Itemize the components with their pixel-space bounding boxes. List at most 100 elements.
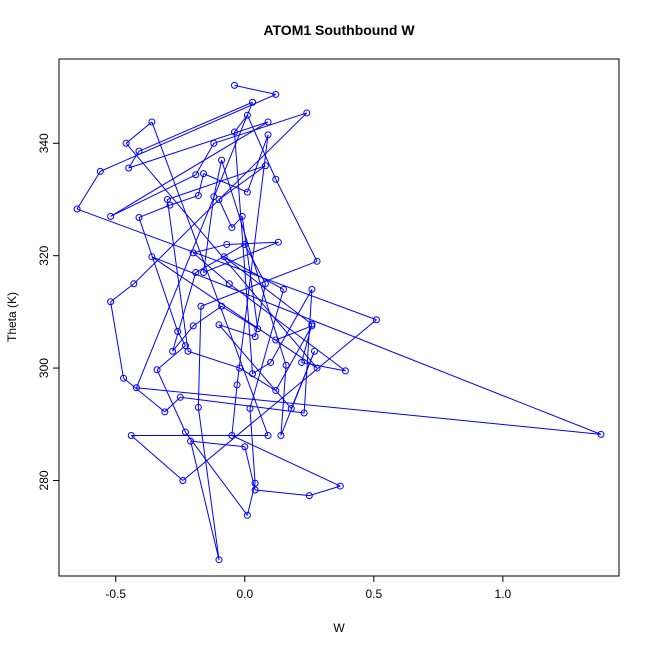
data-point xyxy=(264,131,272,139)
data-point xyxy=(251,479,259,487)
series-segment xyxy=(244,244,266,285)
series-segment xyxy=(234,84,276,95)
series-segment xyxy=(280,365,287,436)
data-point xyxy=(298,358,306,366)
series-segment xyxy=(218,324,292,409)
data-point xyxy=(336,482,344,490)
data-point xyxy=(197,302,205,310)
series-segment xyxy=(195,244,246,273)
data-point xyxy=(210,139,218,147)
data-point xyxy=(313,364,321,372)
series-segment xyxy=(156,345,186,371)
series-segment xyxy=(195,143,215,176)
x-axis-label: W xyxy=(333,621,345,635)
data-point xyxy=(194,192,202,200)
data-point xyxy=(184,347,192,355)
data-point xyxy=(287,405,295,413)
series-segment xyxy=(130,435,184,481)
data-point xyxy=(120,374,128,382)
data-point xyxy=(215,195,223,203)
data-point xyxy=(228,432,236,440)
data-point xyxy=(236,364,244,372)
series-segment xyxy=(275,179,318,262)
series-segment xyxy=(185,431,248,516)
series-segment xyxy=(213,160,223,197)
series-segment xyxy=(218,165,266,200)
series-segment xyxy=(167,165,266,200)
data-point xyxy=(282,361,290,369)
series-segment xyxy=(226,241,279,245)
data-point xyxy=(241,443,249,451)
series-segment xyxy=(169,195,199,206)
data-point xyxy=(251,486,259,494)
data-point xyxy=(243,511,251,519)
data-point xyxy=(189,322,197,330)
data-point xyxy=(107,212,115,220)
series-segment xyxy=(231,384,238,436)
data-point xyxy=(228,224,236,232)
x-tick-label: 0.0 xyxy=(236,587,253,601)
series-segment xyxy=(309,485,341,497)
series-segment xyxy=(229,283,346,372)
series-segment xyxy=(172,325,194,352)
data-point xyxy=(341,367,349,375)
data-point xyxy=(125,164,133,172)
data-point xyxy=(200,269,208,277)
series-segment xyxy=(218,199,233,228)
series-segment xyxy=(128,121,269,169)
series-segment xyxy=(275,325,313,391)
data-point xyxy=(277,432,285,440)
series-segment xyxy=(197,407,220,560)
data-point xyxy=(189,249,197,257)
series-segment xyxy=(166,199,189,352)
data-point xyxy=(243,188,251,196)
data-point xyxy=(303,109,311,117)
y-axis-label: Theta (K) xyxy=(5,292,19,342)
data-point xyxy=(230,128,238,136)
series-segment xyxy=(218,324,256,338)
x-tick-label: 1.0 xyxy=(495,587,512,601)
data-point xyxy=(251,333,259,341)
series-segment xyxy=(249,289,284,409)
data-point xyxy=(169,347,177,355)
series-segment xyxy=(255,489,310,497)
data-point xyxy=(308,322,316,330)
series-segment xyxy=(125,121,153,144)
y-tick-label: 320 xyxy=(37,245,51,265)
series-segment xyxy=(203,241,279,274)
series-segment xyxy=(151,121,269,436)
series-segment xyxy=(172,272,197,352)
data-point xyxy=(223,240,231,248)
data-point xyxy=(220,253,228,261)
data-point xyxy=(135,147,143,155)
data-point xyxy=(280,285,288,293)
series-segment xyxy=(246,114,277,180)
series-segment xyxy=(110,121,269,217)
data-point xyxy=(192,171,200,179)
data-point xyxy=(597,430,605,438)
data-point xyxy=(300,409,308,417)
series-segment xyxy=(223,256,284,290)
data-point xyxy=(174,328,182,336)
data-point xyxy=(135,213,143,221)
series-segment xyxy=(290,351,315,409)
data-point xyxy=(187,437,195,445)
series-segment xyxy=(123,377,166,413)
data-point xyxy=(200,170,208,178)
series-segment xyxy=(239,367,277,391)
series-segment xyxy=(303,289,313,414)
series-segment xyxy=(203,173,248,193)
data-point xyxy=(130,280,138,288)
data-point xyxy=(249,98,257,106)
series-segment xyxy=(138,204,171,218)
series-segment xyxy=(180,396,305,414)
y-tick-label: 340 xyxy=(37,133,51,153)
data-point xyxy=(313,257,321,265)
data-point xyxy=(274,238,282,246)
series-segment xyxy=(110,174,196,217)
data-point xyxy=(233,381,241,389)
data-point xyxy=(264,432,272,440)
data-point xyxy=(272,90,280,98)
series-segment xyxy=(249,408,256,484)
data-point xyxy=(243,111,251,119)
